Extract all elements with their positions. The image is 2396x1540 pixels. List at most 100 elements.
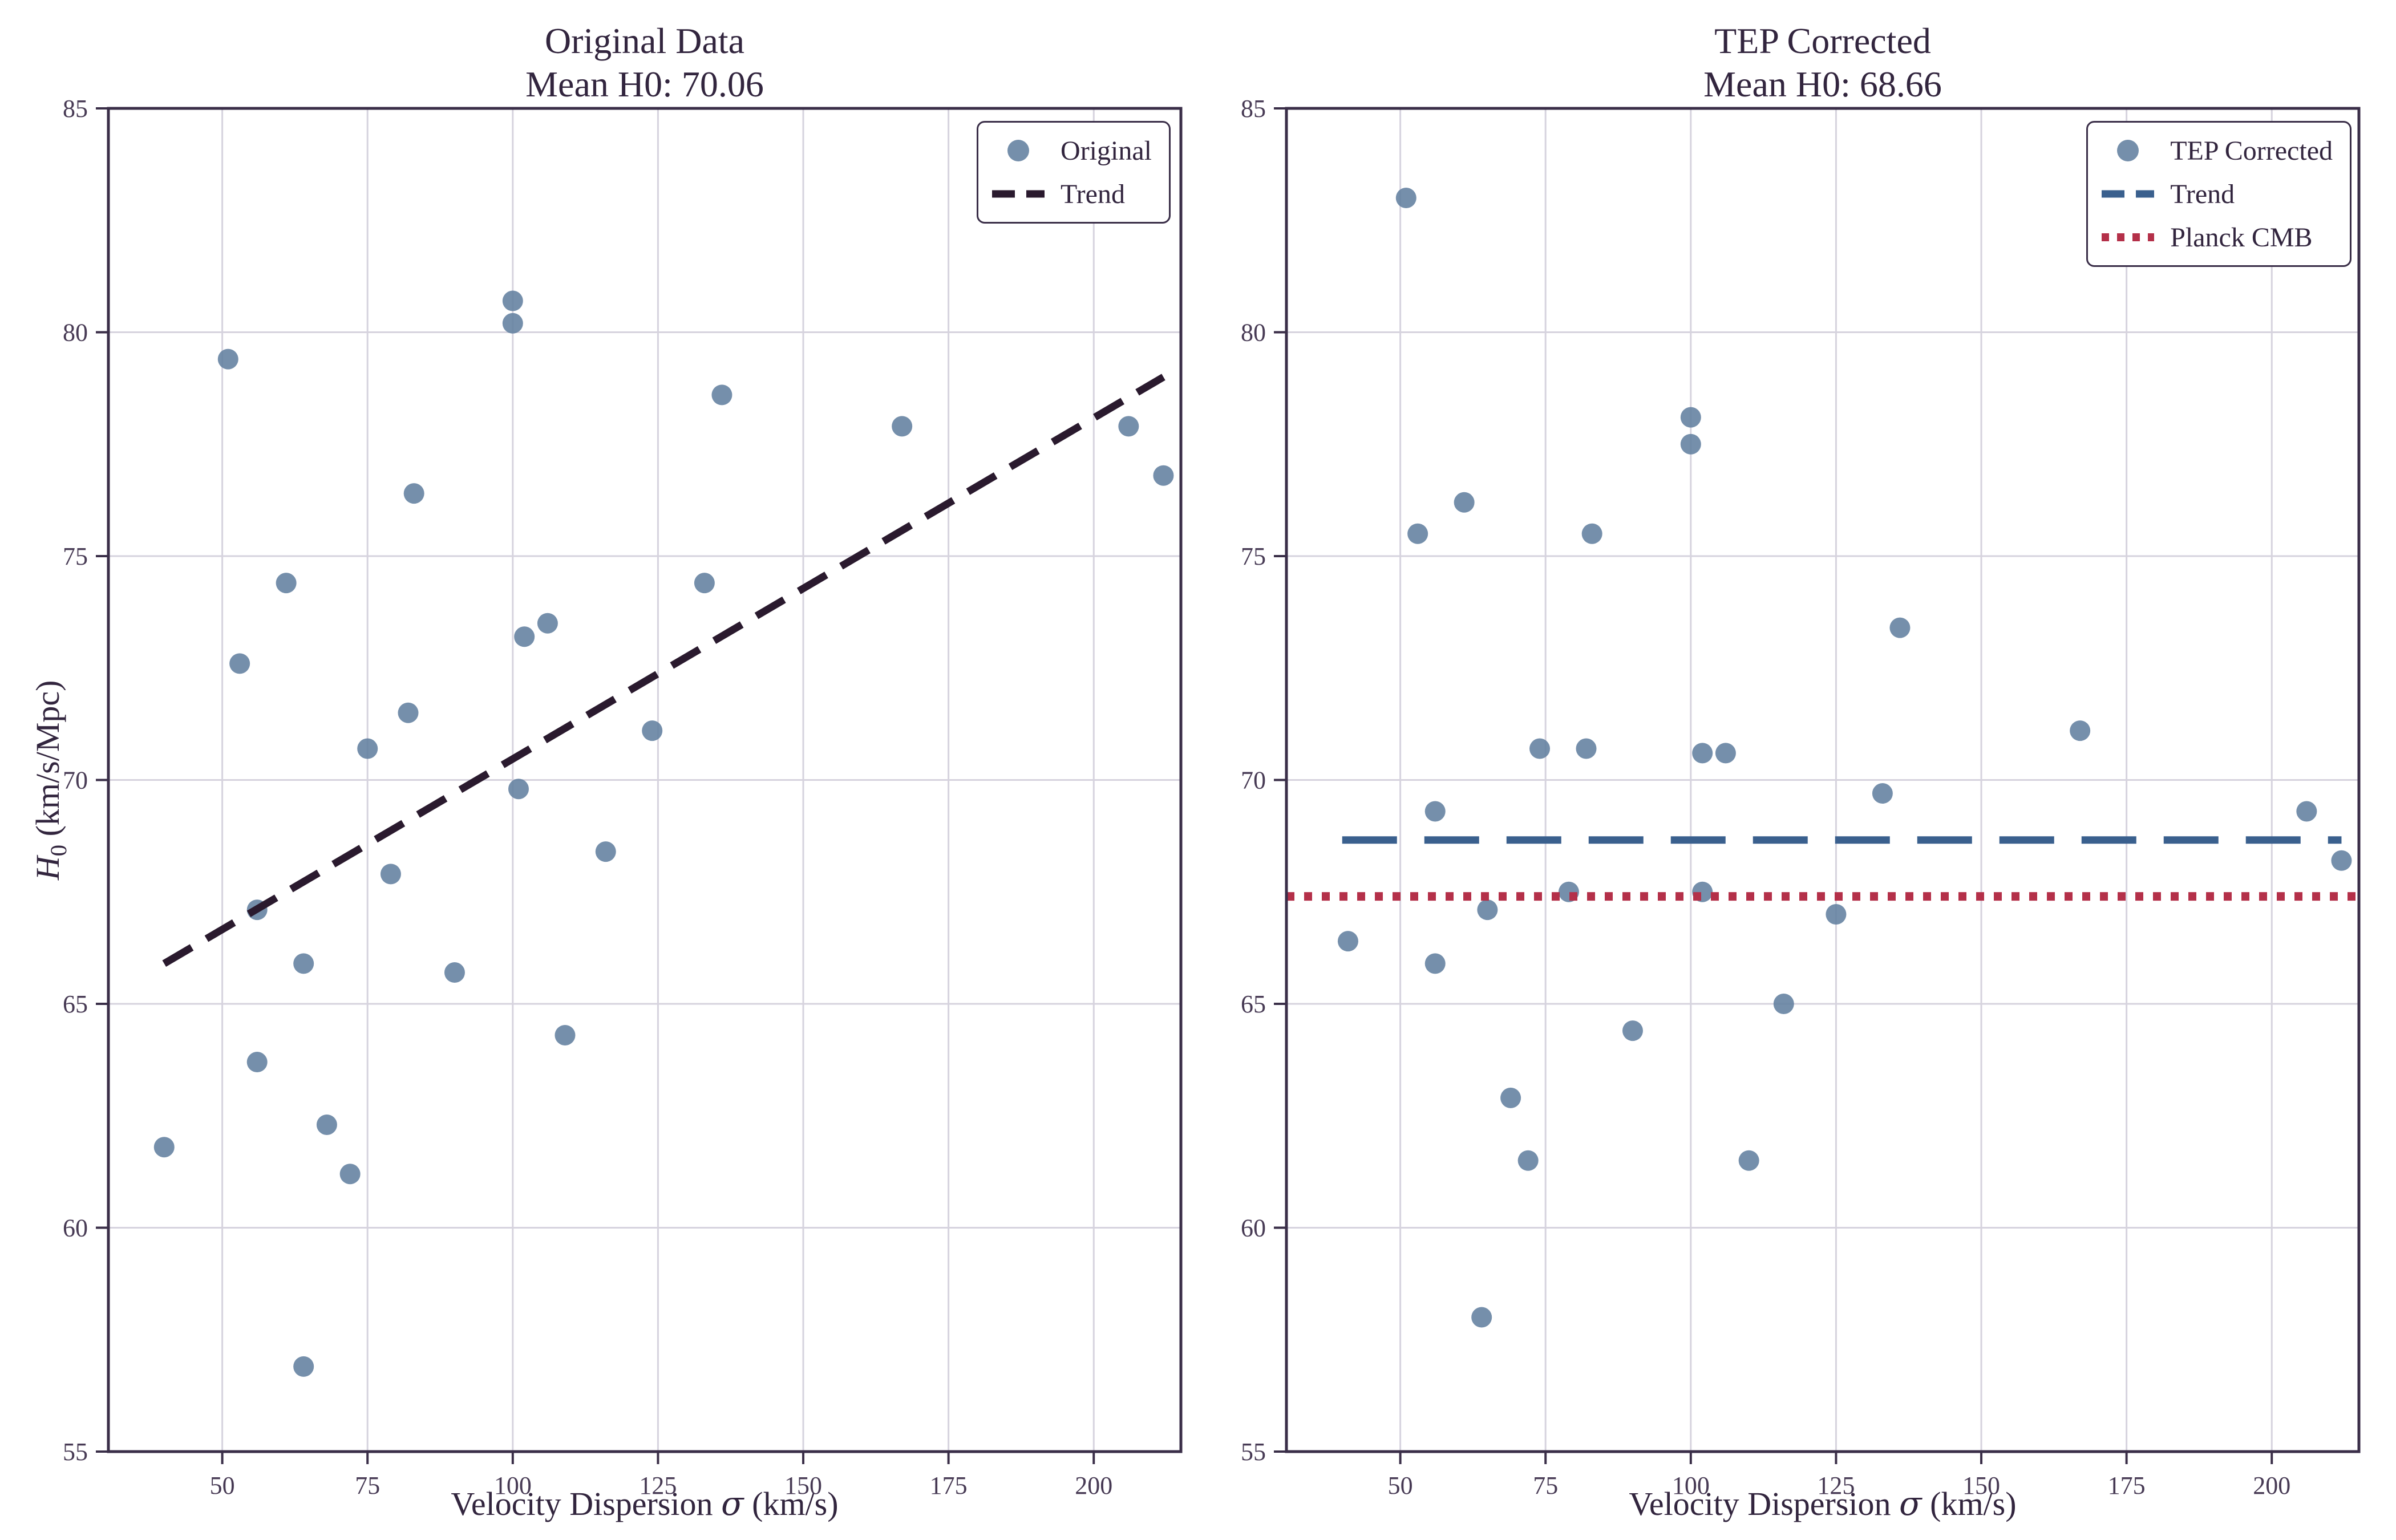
data-point <box>1407 523 1428 544</box>
data-point <box>2296 801 2317 822</box>
x-tick-label: 150 <box>784 1472 822 1500</box>
data-point <box>229 653 250 674</box>
legend-tep: TEP Corrected Trend Planck CMB <box>2086 121 2352 267</box>
title-original: Original Data Mean H0: 70.06 <box>245 19 1044 106</box>
y-tick-label: 80 <box>1241 319 1266 347</box>
data-point <box>276 573 297 594</box>
data-point <box>403 483 424 504</box>
data-point <box>508 779 529 800</box>
y-tick-label: 85 <box>1241 95 1266 123</box>
y-tick-label: 80 <box>63 319 88 347</box>
y-tick-label: 70 <box>1241 767 1266 795</box>
y-axis-label: H0 (km/s/Mpc) <box>29 680 71 881</box>
x-tick-label: 75 <box>355 1472 380 1500</box>
data-point <box>514 626 535 647</box>
data-point <box>694 573 715 594</box>
data-point <box>537 613 558 634</box>
data-point <box>1680 407 1701 428</box>
x-axis-label-original: Velocity Dispersion σ (km/s) <box>451 1484 839 1523</box>
x-tick-label: 125 <box>1817 1472 1855 1500</box>
title-tep: TEP Corrected Mean H0: 68.66 <box>1423 19 2222 106</box>
data-point <box>711 384 732 406</box>
y-tick-label: 75 <box>1241 542 1266 570</box>
data-point <box>217 348 238 370</box>
scatter-series <box>1337 188 2352 1328</box>
y-tick-label: 65 <box>1241 990 1266 1018</box>
data-point <box>153 1137 175 1158</box>
sigma-symbol: σ <box>1899 1484 1922 1523</box>
subplot-original: 50 75 100 125 150 175 200 55 60 65 70 75 80 85 <box>63 95 1183 1500</box>
scatter-series <box>153 290 1174 1377</box>
legend-item-label: Planck CMB <box>2170 222 2313 253</box>
data-point <box>357 738 378 759</box>
x-tick-label: 100 <box>1672 1472 1710 1500</box>
data-point <box>293 953 314 974</box>
data-point <box>1622 1020 1643 1041</box>
y-tick-label: 70 <box>63 767 88 795</box>
data-point <box>1454 492 1475 513</box>
y-tick-label: 85 <box>63 95 88 123</box>
title-original-line2: Mean H0: 70.06 <box>525 63 764 104</box>
data-point <box>1581 523 1602 544</box>
data-point <box>1424 953 1446 974</box>
data-point <box>1424 801 1446 822</box>
y-tick-label: 60 <box>63 1214 88 1242</box>
data-point <box>1337 931 1358 952</box>
data-point <box>595 841 616 862</box>
legend-item-label: Trend <box>2170 179 2235 209</box>
title-original-line1: Original Data <box>544 21 745 61</box>
data-point <box>1715 743 1736 764</box>
data-point <box>1118 416 1139 437</box>
data-point <box>293 1356 314 1377</box>
data-point <box>1529 738 1551 759</box>
x-tick-label: 200 <box>2253 1472 2290 1500</box>
data-point <box>555 1024 576 1045</box>
x-tick-label: 200 <box>1075 1472 1112 1500</box>
data-point <box>1395 188 1416 208</box>
data-point <box>1872 783 1893 804</box>
data-point <box>1680 433 1701 455</box>
data-point <box>398 702 419 723</box>
legend-item: Trend <box>991 175 1152 213</box>
legend-item: Planck CMB <box>2100 218 2333 256</box>
legend-item-label: TEP Corrected <box>2170 135 2333 166</box>
legend-marker-icon <box>2117 140 2139 161</box>
y-tick-label: 65 <box>63 990 88 1018</box>
data-point <box>444 962 465 983</box>
data-point <box>642 720 663 741</box>
data-point <box>1773 994 1794 1014</box>
legend-original: Original Trend <box>977 121 1171 224</box>
x-tick-label: 175 <box>2108 1472 2146 1500</box>
y-tick-label: 75 <box>63 542 88 570</box>
data-point <box>1471 1307 1492 1328</box>
data-point <box>1500 1087 1521 1108</box>
y-tick-label: 60 <box>1241 1214 1266 1242</box>
x-tick-label: 175 <box>930 1472 968 1500</box>
data-point <box>339 1164 361 1185</box>
x-axis-label-tep: Velocity Dispersion σ (km/s) <box>1629 1484 2017 1523</box>
legend-item: Original <box>991 132 1152 169</box>
y-tick-label: 55 <box>1241 1438 1266 1466</box>
legend-dash-icon <box>992 190 1045 198</box>
legend-dash-icon <box>2102 190 2155 198</box>
data-point <box>1826 904 1847 925</box>
data-point <box>1477 899 1498 921</box>
data-point <box>502 290 523 311</box>
legend-item-label: Trend <box>1061 179 1125 209</box>
data-point <box>246 1052 268 1073</box>
data-point <box>892 416 913 437</box>
legend-item: TEP Corrected <box>2100 132 2333 169</box>
title-tep-line2: Mean H0: 68.66 <box>1703 63 1942 104</box>
legend-marker-icon <box>1007 140 1030 161</box>
x-tick-label: 50 <box>1388 1472 1413 1500</box>
trend-line <box>162 374 1165 967</box>
sigma-symbol: σ <box>721 1484 744 1523</box>
data-point <box>316 1114 337 1135</box>
x-tick-label: 75 <box>1533 1472 1558 1500</box>
x-tick-label: 50 <box>210 1472 235 1500</box>
legend-marker <box>2117 140 2139 161</box>
legend-item: Trend <box>2100 175 2333 213</box>
data-point <box>2070 720 2091 741</box>
data-point <box>1889 617 1911 638</box>
